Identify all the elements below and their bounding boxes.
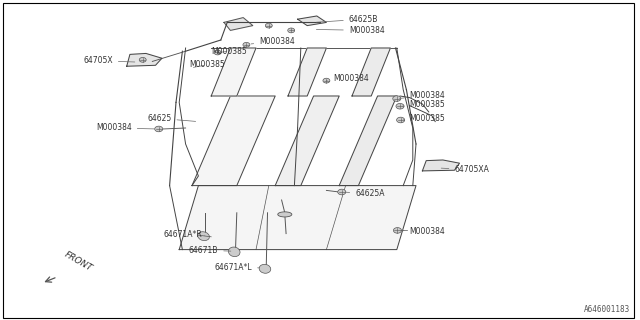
Ellipse shape (228, 247, 240, 257)
Ellipse shape (338, 189, 346, 195)
Text: M000384: M000384 (316, 26, 385, 35)
Text: 64671A*R: 64671A*R (163, 230, 205, 239)
Text: 64705X: 64705X (83, 56, 135, 65)
Ellipse shape (243, 43, 250, 47)
Text: 64705XA: 64705XA (441, 165, 489, 174)
Polygon shape (298, 16, 326, 26)
Ellipse shape (397, 117, 404, 123)
Ellipse shape (198, 232, 209, 241)
Polygon shape (288, 48, 326, 96)
Text: M000385: M000385 (211, 47, 247, 56)
Ellipse shape (323, 78, 330, 83)
Polygon shape (352, 48, 390, 96)
Text: M000385: M000385 (403, 114, 445, 123)
Ellipse shape (266, 23, 272, 28)
Ellipse shape (394, 228, 401, 233)
Polygon shape (211, 48, 256, 96)
Text: FRONT: FRONT (63, 251, 94, 274)
Ellipse shape (393, 96, 401, 101)
Polygon shape (339, 96, 397, 186)
Text: 64625B: 64625B (316, 15, 378, 24)
Text: 64671A*L: 64671A*L (214, 263, 259, 272)
Text: M000384: M000384 (96, 124, 154, 132)
Text: M000384: M000384 (326, 74, 369, 83)
Text: M000384: M000384 (401, 228, 445, 236)
Ellipse shape (155, 126, 163, 132)
Ellipse shape (140, 58, 146, 62)
Text: A646001183: A646001183 (584, 305, 630, 314)
Ellipse shape (214, 50, 221, 55)
Text: 64625A: 64625A (345, 189, 385, 198)
Text: M000384: M000384 (399, 92, 445, 100)
Ellipse shape (396, 103, 404, 109)
Polygon shape (275, 96, 339, 186)
Text: 64671B: 64671B (189, 246, 231, 255)
Ellipse shape (259, 264, 271, 273)
Polygon shape (224, 18, 253, 30)
Ellipse shape (288, 28, 294, 33)
Text: M000384: M000384 (251, 37, 295, 46)
Polygon shape (422, 160, 460, 171)
Text: M000385: M000385 (403, 100, 445, 109)
Text: 64625: 64625 (147, 114, 196, 123)
Text: M000385: M000385 (189, 60, 225, 69)
Polygon shape (192, 96, 275, 186)
Polygon shape (127, 53, 162, 66)
Ellipse shape (278, 212, 292, 217)
Polygon shape (179, 186, 416, 250)
